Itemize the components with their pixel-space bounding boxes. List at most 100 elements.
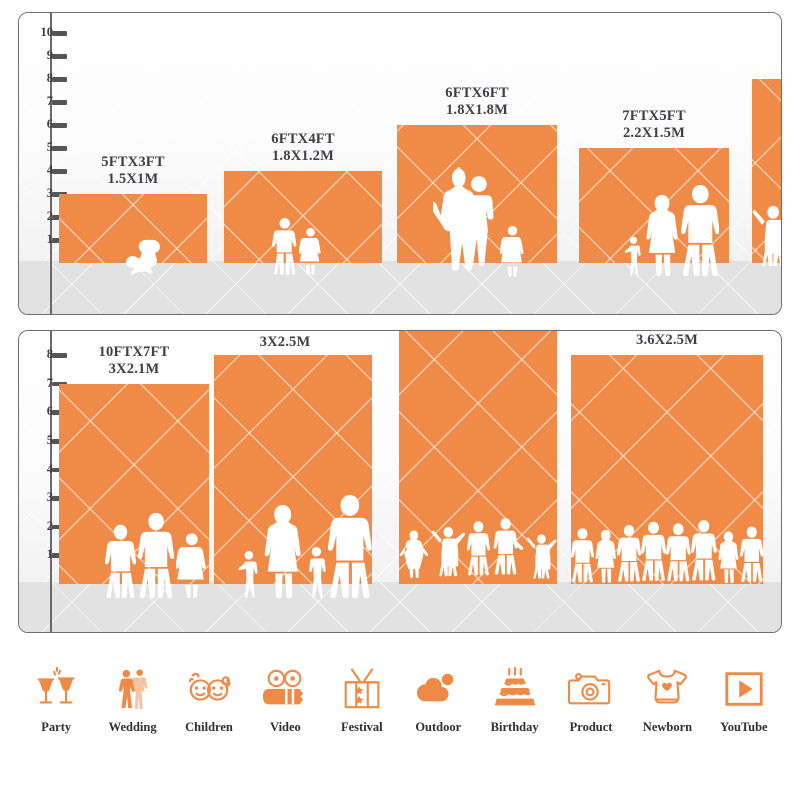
- ruler-tick-label: 5: [46, 140, 53, 154]
- usage-icon-label: Wedding: [108, 720, 157, 734]
- floor-plane: [19, 261, 781, 314]
- usage-icon-label: Festival: [340, 720, 383, 734]
- usage-icon-label: Party: [41, 720, 72, 734]
- baby-onesie-icon: [629, 660, 705, 718]
- usage-icon-youtube[interactable]: YouTube: [706, 660, 782, 735]
- wedding-couple-icon: [94, 660, 170, 718]
- bar-rect: [571, 355, 763, 584]
- ruler-tick-label: 9: [46, 48, 53, 62]
- chart-panel-small-medium: 1 2 3 4 5 6 7 8 9 10 5FTX3FT 1.5X1M 6FTX4FT 1.8X1.2…: [18, 12, 782, 315]
- ruler-tick-mark: [52, 77, 67, 82]
- backdrop-bar-10ftx7ft[interactable]: 10FTX7FT 3X2.1M: [59, 331, 209, 598]
- bar-size-label: 6FTX4FT 1.8X1.2M: [271, 131, 334, 165]
- wine-glasses-icon: [18, 660, 94, 718]
- ruler-tick-label: 8: [46, 71, 53, 85]
- ruler-tick-9: 9: [19, 331, 79, 333]
- ruler-tick-mark: [52, 146, 67, 151]
- photo-camera-icon: [553, 660, 629, 718]
- ruler-tick-label: 2: [46, 209, 53, 223]
- ruler-tick-label: 2: [46, 518, 53, 533]
- ruler-tick-label: 7: [46, 375, 53, 390]
- ruler-tick-label: 6: [46, 117, 53, 131]
- bar-size-label-ft: 5FTX3FT: [101, 154, 165, 170]
- bar-size-label-ft: 6FTX6FT: [445, 85, 509, 101]
- bar-size-label-m: 3X2.5M: [259, 334, 311, 351]
- usage-icon-children[interactable]: Children: [171, 660, 247, 735]
- cloud-tree-icon: [417, 673, 454, 702]
- usage-icon-newborn[interactable]: Newborn: [629, 660, 705, 735]
- usage-icon-birthday[interactable]: Birthday: [476, 660, 552, 735]
- backdrop-bar-5ftx3ft[interactable]: 5FTX3FT 1.5X1M: [59, 13, 207, 275]
- ruler-tick-8: 8: [19, 347, 79, 362]
- usage-icon-wedding[interactable]: Wedding: [94, 660, 170, 735]
- bar-rect: [224, 171, 382, 263]
- bar-size-label: 5FTX3FT 1.5X1M: [101, 154, 164, 188]
- wedding-couple-icon: [118, 669, 147, 710]
- floor-plane: [19, 582, 781, 632]
- gift-box-icon: [344, 668, 380, 709]
- bar-size-label-ft: 12FTX8FT: [632, 331, 703, 332]
- ruler-tick-label: 3: [46, 490, 53, 505]
- bar-size-label-m: 1.8X1.2M: [271, 148, 334, 164]
- play-button-icon: [706, 660, 782, 718]
- ruler-tick-4: 4: [19, 163, 79, 177]
- ruler-tick-mark: [52, 31, 67, 36]
- bar-size-label-ft: 7FTX5FT: [622, 108, 686, 124]
- bar-size-label: 10FTX8FT3X2.5M: [250, 331, 321, 351]
- ruler-tick-9: 9: [19, 48, 79, 62]
- bar-size-label-m: 1.5X1M: [107, 171, 159, 187]
- photo-camera-icon: [567, 673, 611, 705]
- cloud-tree-icon: [400, 660, 476, 718]
- backdrop-bar-12ftx8ft[interactable]: 12FTX8FT3.6X2.5M: [571, 331, 763, 584]
- bar-rect: [752, 79, 781, 263]
- usage-icon-strip: Party Wedding Children Video: [0, 660, 800, 760]
- usage-icon-label: Birthday: [490, 720, 539, 734]
- usage-icon-outdoor[interactable]: Outdoor: [400, 660, 476, 735]
- backdrop-bar-6ftx4ft[interactable]: 6FTX4FT 1.8X1.2M: [224, 13, 382, 275]
- usage-icon-label: Product: [569, 720, 613, 734]
- bar-size-label: 10FTX7FT 3X2.1M: [99, 344, 170, 378]
- usage-icon-label: YouTube: [720, 720, 768, 734]
- bar-size-label: 7FTX5FT 2.2X1.5M: [622, 108, 685, 142]
- ruler-tick-label: 1: [46, 547, 53, 562]
- ruler-tick-label: 9: [47, 331, 53, 332]
- ruler-tick-mark: [52, 100, 67, 105]
- ruler-tick-label: 3: [46, 186, 53, 200]
- children-faces-icon: [188, 672, 231, 701]
- ruler-spine: [50, 13, 52, 314]
- usage-icon-label: Newborn: [642, 720, 693, 734]
- ruler-tick-label: 7: [46, 94, 53, 108]
- usage-icon-party[interactable]: Party: [18, 660, 94, 735]
- bar-rect: [214, 355, 372, 584]
- video-camera-icon: [247, 660, 323, 718]
- ruler-tick-label: 6: [46, 404, 53, 419]
- bar-rect: [59, 383, 209, 584]
- bar-size-label: 6FTX6FT 1.8X1.8M: [445, 85, 508, 119]
- children-faces-icon: [171, 660, 247, 718]
- ruler-tick-5: 5: [19, 140, 79, 154]
- ruler-tick-label: 8: [46, 347, 53, 362]
- usage-icon-video[interactable]: Video: [247, 660, 323, 735]
- ruler-tick-label: 4: [46, 163, 53, 177]
- ruler-tick-label: 10: [40, 25, 54, 39]
- bar-rect: [579, 148, 729, 263]
- usage-icon-festival[interactable]: Festival: [324, 660, 400, 735]
- bar-rect: [397, 125, 557, 263]
- ruler-tick-mark: [52, 353, 67, 358]
- backdrop-bar-8ftx8ft[interactable]: 8FTX8FT2.5X2.5M: [752, 13, 781, 267]
- wine-glasses-icon: [37, 666, 75, 704]
- backdrop-bar-10ftx10ft[interactable]: Aperturee10FTX10FT3X3M: [399, 331, 557, 584]
- ruler-tick-7: 7: [19, 94, 79, 108]
- usage-icon-label: Video: [270, 720, 301, 734]
- backdrop-bar-6ftx6ft[interactable]: 6FTX6FT 1.8X1.8M: [397, 13, 557, 277]
- bar-size-label-ft: 10FTX8FT: [250, 331, 321, 333]
- usage-icon-product[interactable]: Product: [553, 660, 629, 735]
- bar-size-label-ft: 6FTX4FT: [271, 131, 335, 147]
- backdrop-bar-7ftx5ft[interactable]: 7FTX5FT 2.2X1.5M: [579, 13, 729, 276]
- gift-box-icon: [324, 660, 400, 718]
- backdrop-bar-10ftx8ft[interactable]: 10FTX8FT3X2.5M: [214, 331, 373, 598]
- bar-size-label-m: 3X2.1M: [108, 360, 160, 377]
- bar-size-label: 12FTX8FT3.6X2.5M: [632, 331, 703, 349]
